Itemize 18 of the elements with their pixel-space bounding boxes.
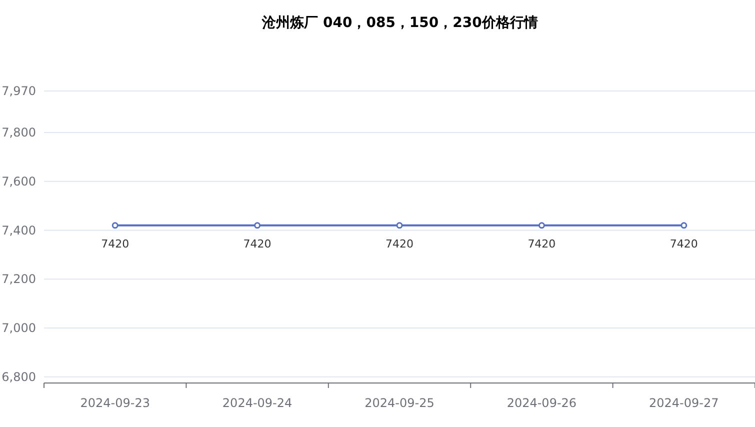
y-tick-label: 7,400 <box>2 223 36 238</box>
x-tick-label: 2024-09-23 <box>80 396 150 410</box>
x-tick-label: 2024-09-24 <box>222 396 292 410</box>
x-tick-label: 2024-09-25 <box>364 396 434 410</box>
x-tick-label: 2024-09-27 <box>649 396 719 410</box>
y-tick-label: 7,970 <box>2 84 36 98</box>
data-label: 7420 <box>528 237 556 250</box>
x-tick-label: 2024-09-26 <box>506 396 577 410</box>
data-label: 7420 <box>101 237 130 250</box>
data-label: 7420 <box>243 237 272 250</box>
y-tick-label: 7,800 <box>2 126 36 140</box>
y-tick-label: 7,200 <box>2 272 36 286</box>
chart-title: 沧州炼厂 040，085，150，230价格行情 <box>261 15 538 31</box>
y-tick-label: 7,000 <box>2 321 36 336</box>
y-tick-label: 7,600 <box>2 174 36 188</box>
y-tick-label: 6,800 <box>2 370 36 384</box>
data-label: 7420 <box>670 237 698 250</box>
data-label: 7420 <box>386 237 414 250</box>
